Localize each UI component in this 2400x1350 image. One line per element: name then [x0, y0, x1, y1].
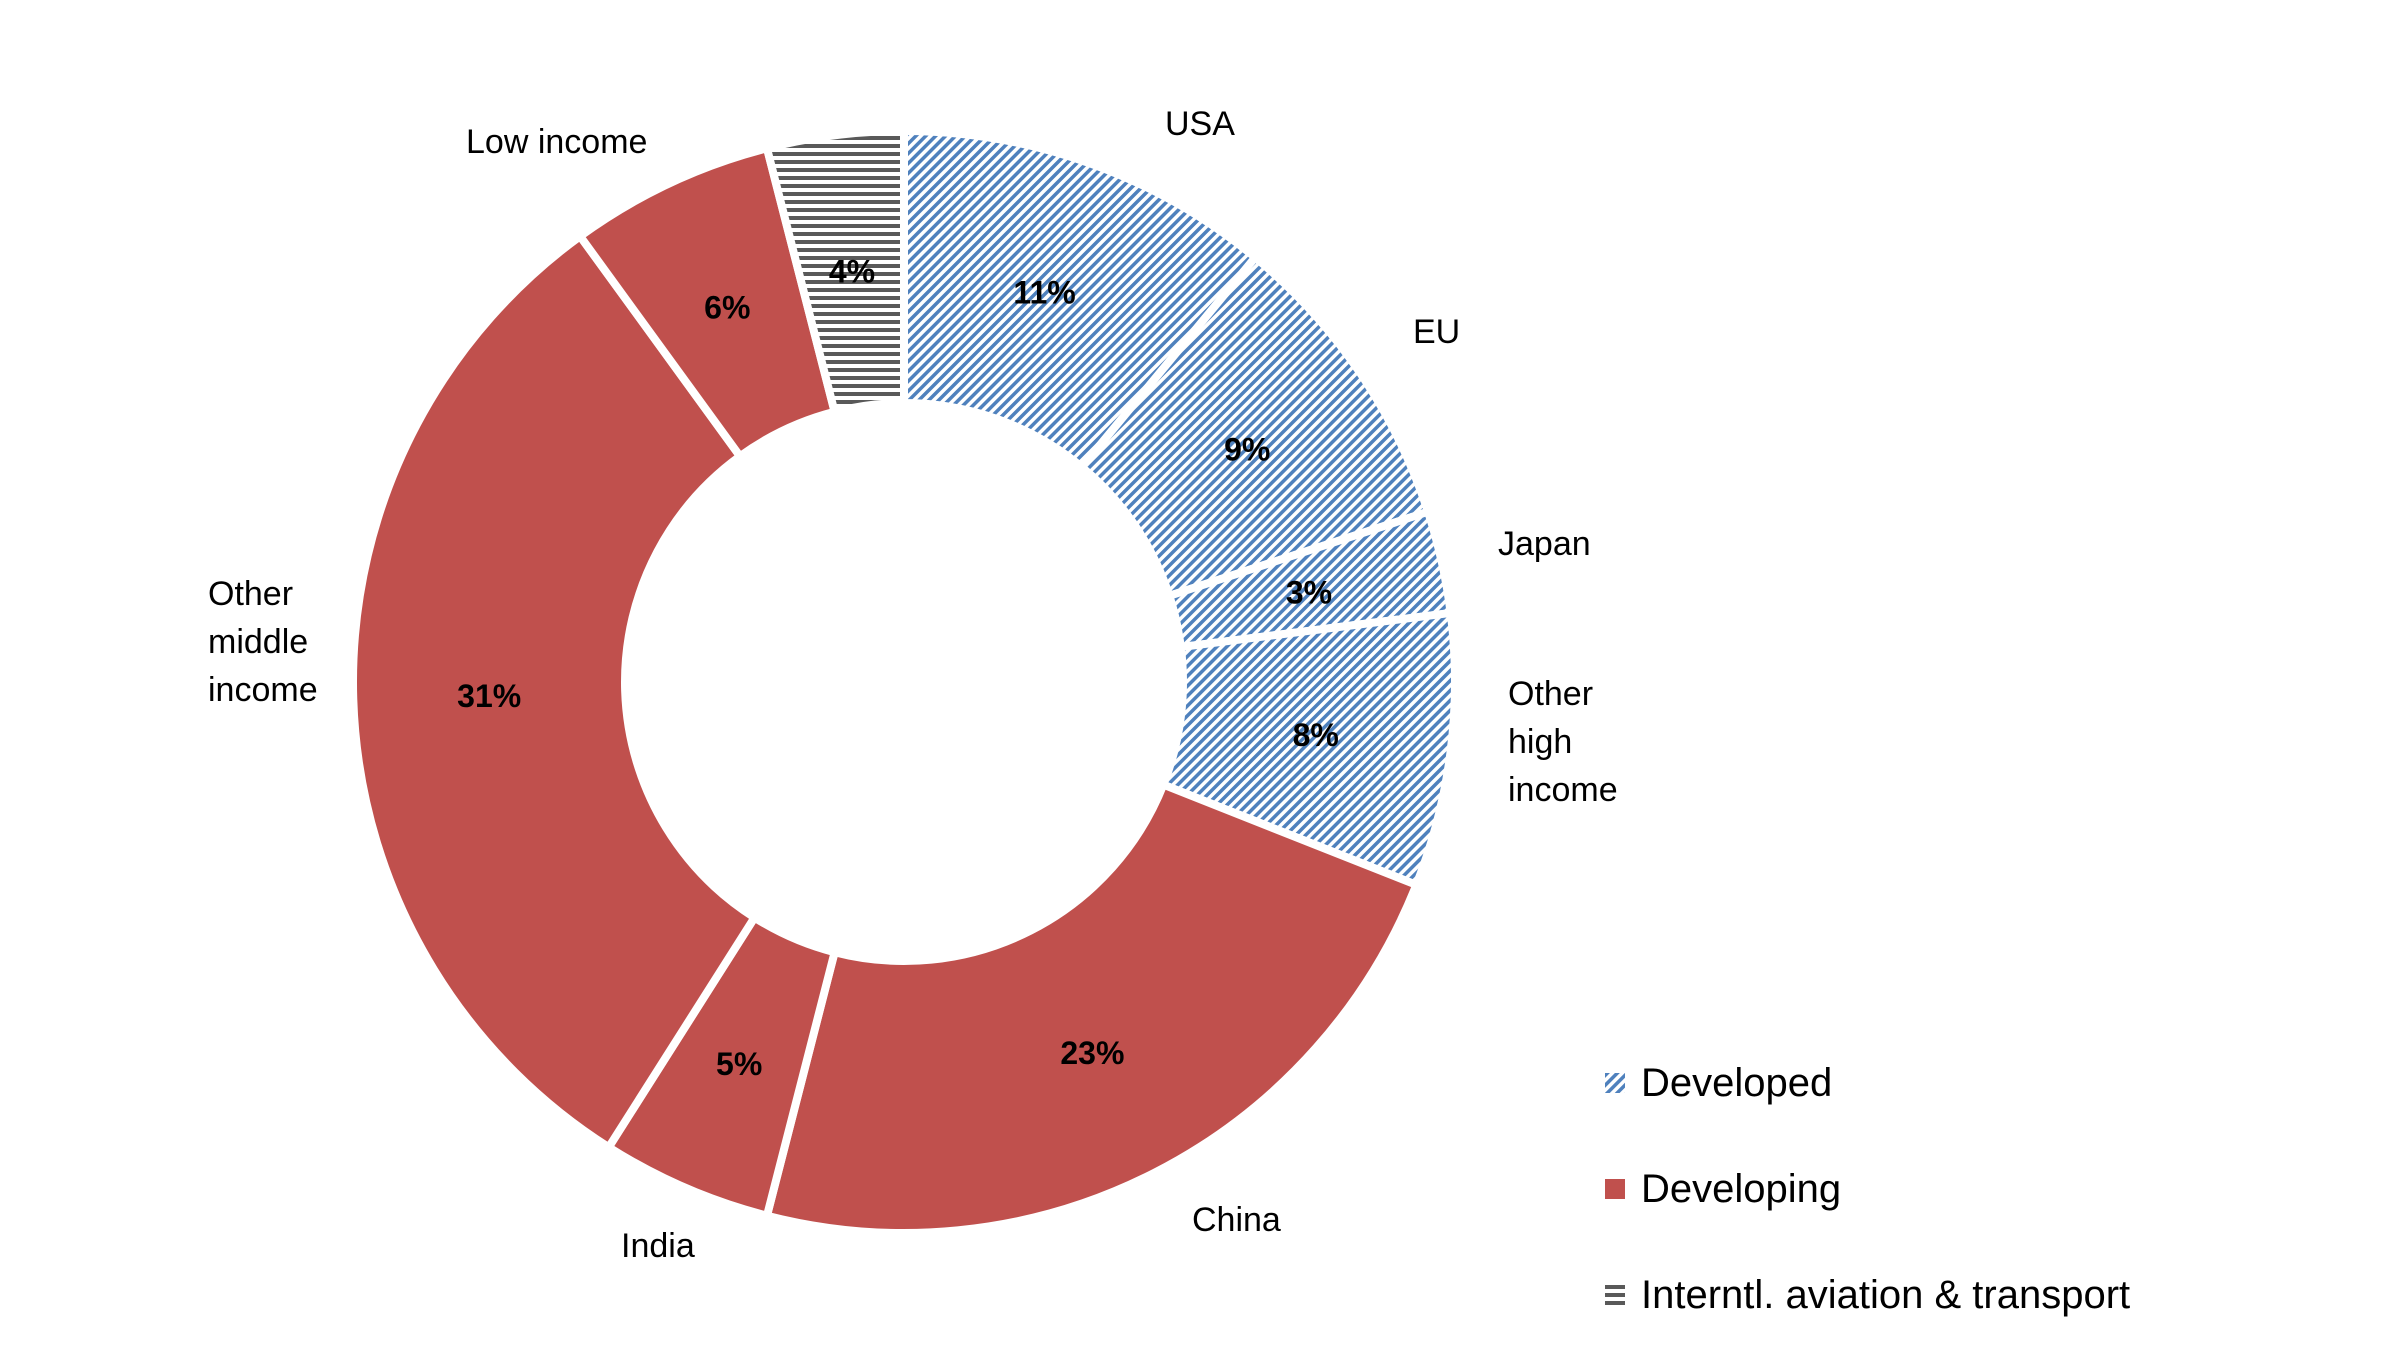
label-low-income: Low income: [466, 123, 648, 161]
intl-swatch-icon: [1605, 1285, 1625, 1305]
label-india: India: [621, 1227, 695, 1265]
slice-other-middle-income: [349, 230, 761, 1153]
percent-label: 6%: [704, 289, 750, 325]
percent-label: 31%: [457, 678, 521, 714]
label-other-high-income: Other high income: [1508, 675, 1618, 809]
percent-label: 5%: [716, 1046, 762, 1082]
label-china: China: [1192, 1201, 1281, 1239]
label-eu: EU: [1413, 313, 1461, 351]
legend-item-developed: Developed: [1605, 1030, 2130, 1136]
chart-legend: Developed Developing Interntl. aviation …: [1605, 1030, 2130, 1348]
label-other-middle-income: Other middle income: [208, 575, 318, 709]
legend-label-developing: Developing: [1641, 1166, 1842, 1211]
percent-label: 23%: [1060, 1035, 1124, 1071]
developed-swatch-icon: [1605, 1073, 1625, 1093]
percent-label: 4%: [829, 253, 875, 289]
percent-labels: 11% 9% 3% 8% 23% 5% 31% 6% 4%: [457, 253, 1339, 1082]
percent-label: 9%: [1224, 432, 1270, 468]
label-usa: USA: [1165, 105, 1235, 143]
legend-label-intl: Interntl. aviation & transport: [1641, 1272, 2131, 1317]
legend-item-intl: Interntl. aviation & transport: [1605, 1242, 2130, 1348]
percent-label: 8%: [1293, 717, 1339, 753]
label-japan: Japan: [1498, 525, 1591, 563]
donut-slices: [349, 126, 1459, 1237]
percent-label: 11%: [1013, 275, 1075, 311]
developing-swatch-icon: [1605, 1179, 1625, 1199]
slice-interntl-aviation-transport: [762, 126, 908, 417]
percent-label: 3%: [1286, 574, 1332, 610]
slice-usa: [900, 126, 1261, 473]
slice-china: [762, 779, 1422, 1237]
legend-label-developed: Developed: [1641, 1060, 1833, 1105]
legend-item-developing: Developing: [1605, 1136, 2130, 1242]
